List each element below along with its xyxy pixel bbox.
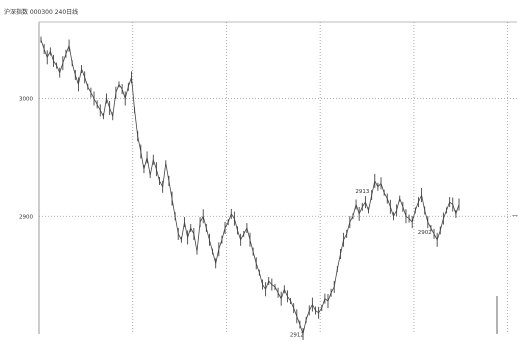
grid: [38, 21, 517, 334]
y-tick-label: 2900: [19, 214, 33, 220]
y-tick-label: 3000: [19, 97, 33, 103]
right-marker: —: [512, 212, 518, 219]
annotation-label: 2913: [355, 189, 369, 195]
price-line: [40, 39, 460, 336]
annotations: 2912 2913 2902 —: [290, 189, 518, 338]
axis: 3000 2900: [19, 97, 33, 221]
annotation-label: 2902: [418, 230, 432, 236]
price-series: [40, 36, 498, 340]
chart-title: 沪深指数 000300 240日线: [4, 8, 78, 16]
annotation-label: 2912: [290, 333, 304, 339]
